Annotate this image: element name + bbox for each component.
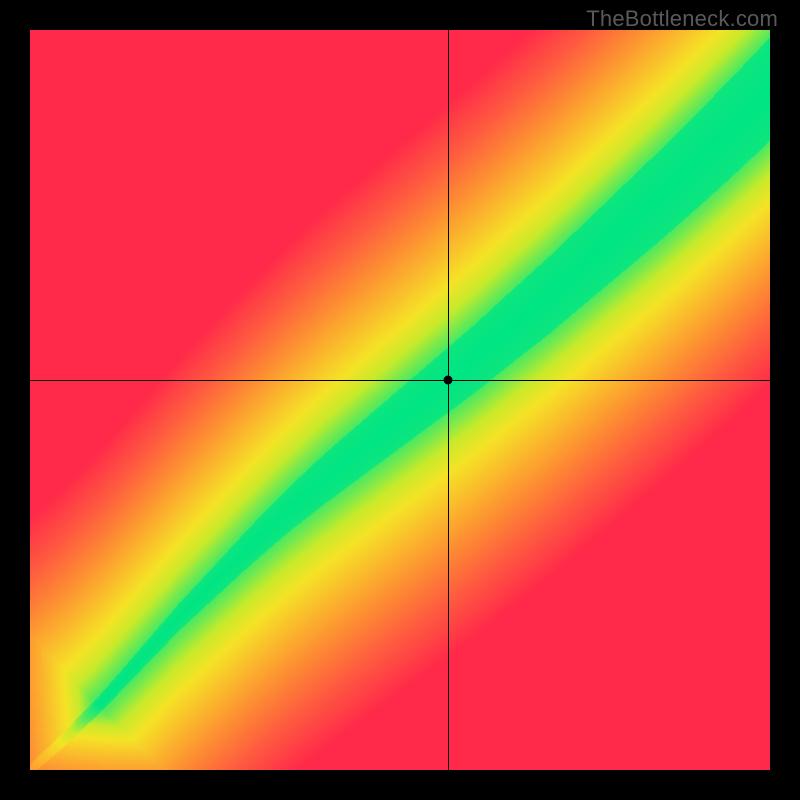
watermark-text: TheBottleneck.com [586, 6, 778, 32]
crosshair-vertical [448, 30, 449, 770]
heatmap-plot-area [30, 30, 770, 770]
crosshair-marker [444, 376, 453, 385]
crosshair-horizontal [30, 380, 770, 381]
bottleneck-heatmap [30, 30, 770, 770]
